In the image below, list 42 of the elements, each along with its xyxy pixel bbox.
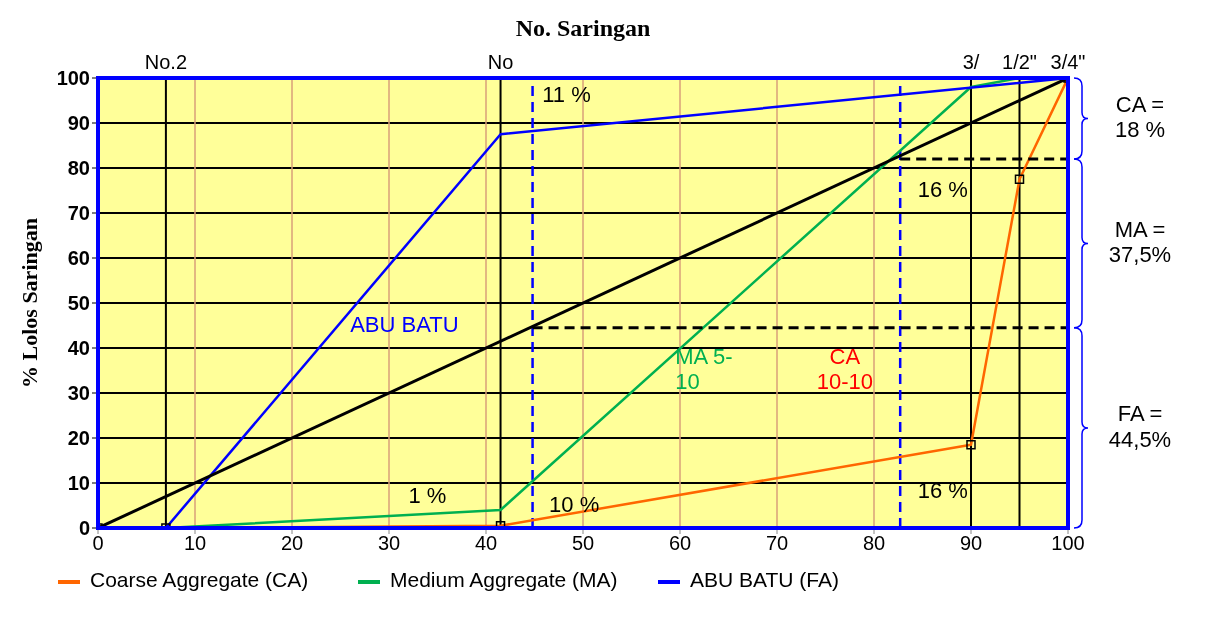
y-tick-label: 20 bbox=[67, 427, 90, 450]
chart-title: No. Saringan bbox=[515, 15, 651, 41]
y-tick-label: 100 bbox=[56, 67, 90, 90]
annotation: MA 5- 10 bbox=[675, 343, 733, 394]
legend-label: Coarse Aggregate (CA) bbox=[90, 568, 309, 592]
y-tick-label: 60 bbox=[67, 247, 90, 270]
y-tick-label: 0 bbox=[78, 517, 90, 540]
x-tick-label: 0 bbox=[92, 532, 104, 555]
x-tick-label: 30 bbox=[377, 532, 401, 555]
y-tick-label: 90 bbox=[67, 112, 90, 135]
y-tick-label: 70 bbox=[67, 202, 90, 225]
text: No bbox=[487, 51, 514, 74]
text: MA = 37,5% bbox=[1108, 216, 1172, 267]
text: 3/4" bbox=[1050, 51, 1086, 74]
annotation: 11 % bbox=[542, 81, 591, 107]
x-tick-label: 60 bbox=[668, 532, 692, 555]
x-tick-label: 90 bbox=[959, 532, 983, 555]
y-tick-label: 50 bbox=[67, 292, 90, 315]
x-tick-label: 40 bbox=[474, 532, 498, 555]
y-tick-label: 30 bbox=[67, 382, 90, 405]
text: CA = 18 % bbox=[1114, 91, 1166, 142]
annotation: 16 % bbox=[917, 176, 968, 202]
x-tick-label: 20 bbox=[280, 532, 304, 555]
y-tick-label: 80 bbox=[67, 157, 90, 180]
x-tick-label: 50 bbox=[571, 532, 595, 555]
annotation: ABU BATU bbox=[350, 311, 459, 337]
text: 3/ bbox=[962, 51, 980, 74]
annotation: CA 10-10 bbox=[816, 343, 874, 394]
text: FA = 44,5% bbox=[1108, 401, 1172, 452]
y-tick-label: 10 bbox=[67, 472, 90, 495]
text: No.2 bbox=[144, 51, 188, 74]
annotation: 1 % bbox=[408, 482, 447, 508]
x-tick-label: 80 bbox=[862, 532, 886, 555]
annotation: 10 % bbox=[549, 491, 600, 517]
legend-label: ABU BATU (FA) bbox=[690, 568, 839, 592]
x-tick-label: 70 bbox=[765, 532, 789, 555]
y-axis-title: % Lolos Saringan bbox=[17, 218, 43, 388]
legend-label: Medium Aggregate (MA) bbox=[390, 568, 618, 592]
x-tick-label: 100 bbox=[1051, 532, 1085, 555]
y-tick-label: 40 bbox=[67, 337, 90, 360]
x-tick-label: 10 bbox=[183, 532, 207, 555]
text: 1/2" bbox=[1002, 51, 1037, 74]
